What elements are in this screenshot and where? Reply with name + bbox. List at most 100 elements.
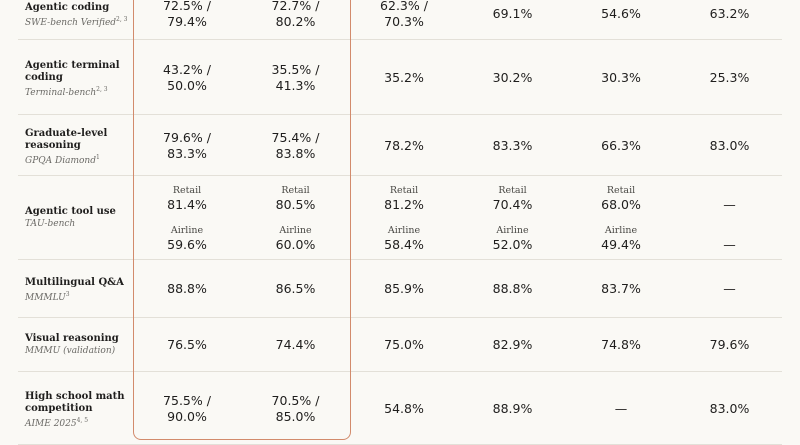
score-cell: 66.3% bbox=[569, 138, 673, 154]
score-cell: 30.2% bbox=[461, 70, 565, 86]
footnote-marker: 2, 3 bbox=[96, 86, 108, 93]
score-value: 35.5% / bbox=[271, 62, 320, 77]
score-value: 88.9% bbox=[492, 401, 533, 416]
benchmark-label: Agentic tool use TAU-bench bbox=[25, 206, 133, 230]
score-cell: 75.0% bbox=[352, 337, 456, 353]
table-row: Agentic terminal coding Terminal-bench2, 3… bbox=[18, 40, 782, 115]
score-value: 86.5% bbox=[275, 281, 316, 296]
benchmark-label: Agentic coding SWE-bench Verified2, 3 bbox=[25, 2, 133, 29]
benchmark-title: reasoning bbox=[25, 140, 81, 151]
score-value: 75.5% / bbox=[163, 393, 211, 408]
score-cell: — bbox=[678, 281, 782, 297]
benchmark-label: Graduate-level reasoning GPQA Diamond1 bbox=[25, 128, 133, 167]
score-cell: 69.1% bbox=[461, 6, 565, 22]
benchmark-name: AIME 20254, 5 bbox=[25, 417, 89, 429]
score-value: 90.0% bbox=[167, 409, 207, 424]
score-value: 74.4% bbox=[275, 337, 316, 352]
score-value: 54.6% bbox=[601, 6, 641, 21]
score-value: 50.0% bbox=[167, 78, 207, 93]
retail-score: 68.0% bbox=[601, 197, 641, 212]
benchmark-label: High school math competition AIME 20254, 5 bbox=[25, 391, 133, 430]
airline-label: Airline bbox=[604, 225, 638, 236]
score-cell: 75.4% /83.8% bbox=[244, 130, 348, 162]
benchmark-title: Multilingual Q&A bbox=[25, 277, 124, 288]
benchmark-label: Agentic terminal coding Terminal-bench2, 3 bbox=[25, 60, 133, 99]
score-value: 79.6% bbox=[709, 337, 750, 352]
score-value: 88.8% bbox=[167, 281, 207, 296]
score-value: 80.2% bbox=[275, 14, 316, 29]
score-cell: 25.3% bbox=[678, 70, 782, 86]
score-value: 83.8% bbox=[275, 146, 316, 161]
score-cell: 54.8% bbox=[352, 401, 456, 417]
benchmark-title: coding bbox=[25, 72, 63, 83]
score-value: 79.6% / bbox=[163, 130, 211, 145]
benchmark-name: MMMLU3 bbox=[25, 291, 70, 303]
score-value: 43.2% / bbox=[163, 62, 211, 77]
score-cell: 72.5% /79.4% bbox=[135, 0, 239, 30]
benchmark-label: Multilingual Q&A MMMLU3 bbox=[25, 277, 133, 304]
score-cell: Retail 81.4% Airline 59.6% bbox=[135, 176, 239, 260]
retail-score: 70.4% bbox=[492, 197, 533, 212]
score-cell: 74.8% bbox=[569, 337, 673, 353]
score-cell: 43.2% /50.0% bbox=[135, 62, 239, 94]
benchmark-label: Visual reasoning MMMU (validation) bbox=[25, 333, 133, 357]
score-cell: 35.5% /41.3% bbox=[244, 62, 348, 94]
score-value: 62.3% / bbox=[380, 0, 428, 13]
score-cell: 83.0% bbox=[678, 138, 782, 154]
score-cell: Retail 80.5% Airline 60.0% bbox=[244, 176, 348, 260]
table-row: Multilingual Q&A MMMLU3 88.8% 86.5% 85.9% 88.… bbox=[18, 260, 782, 318]
retail-label: Retail bbox=[606, 185, 636, 196]
retail-label: Retail bbox=[172, 185, 202, 196]
score-cell: 83.7% bbox=[569, 281, 673, 297]
score-value: 75.0% bbox=[384, 337, 424, 352]
score-value: 41.3% bbox=[275, 78, 316, 93]
retail-label: Retail bbox=[389, 185, 419, 196]
score-cell: 54.6% bbox=[569, 6, 673, 22]
airline-score: — bbox=[723, 237, 736, 252]
retail-label: Retail bbox=[281, 185, 310, 196]
score-value: 82.9% bbox=[492, 337, 533, 352]
score-cell: 88.8% bbox=[461, 281, 565, 297]
score-value: 83.0% bbox=[709, 138, 750, 153]
benchmark-title: competition bbox=[25, 403, 93, 414]
score-value: 83.0% bbox=[709, 401, 750, 416]
retail-score: 81.2% bbox=[384, 197, 424, 212]
score-cell: — — bbox=[678, 176, 782, 260]
score-cell: 82.9% bbox=[461, 337, 565, 353]
score-cell: Retail 70.4% Airline 52.0% bbox=[461, 176, 565, 260]
score-value: — bbox=[723, 281, 736, 296]
airline-score: 59.6% bbox=[167, 237, 207, 252]
table-row: Agentic tool use TAU-bench Retail 81.4% Airl… bbox=[18, 176, 782, 260]
score-value: 74.8% bbox=[601, 337, 641, 352]
score-value: 88.8% bbox=[492, 281, 533, 296]
score-cell: 85.9% bbox=[352, 281, 456, 297]
retail-score: 81.4% bbox=[167, 197, 207, 212]
airline-label: Airline bbox=[279, 225, 312, 236]
footnote-marker: 4, 5 bbox=[76, 417, 89, 424]
score-value: 63.2% bbox=[709, 6, 750, 21]
score-cell: 62.3% /70.3% bbox=[352, 0, 456, 30]
score-cell: 76.5% bbox=[135, 337, 239, 353]
score-value: 25.3% bbox=[709, 70, 750, 85]
airline-score: 52.0% bbox=[492, 237, 533, 252]
score-cell: Retail 68.0% Airline 49.4% bbox=[569, 176, 673, 260]
score-value: — bbox=[614, 401, 628, 416]
airline-score: 60.0% bbox=[275, 237, 316, 252]
score-value: 35.2% bbox=[384, 70, 424, 85]
table-row: High school math competition AIME 20254, 5… bbox=[18, 372, 782, 445]
score-value: 30.2% bbox=[492, 70, 533, 85]
score-value: 69.1% bbox=[492, 6, 533, 21]
score-cell: 70.5% /85.0% bbox=[244, 393, 348, 425]
score-cell: 74.4% bbox=[244, 337, 348, 353]
score-cell: 88.9% bbox=[461, 401, 565, 417]
score-value: 85.0% bbox=[275, 409, 316, 424]
score-value: 54.8% bbox=[384, 401, 424, 416]
airline-label: Airline bbox=[496, 225, 529, 236]
score-cell: 83.3% bbox=[461, 138, 565, 154]
benchmark-name: GPQA Diamond1 bbox=[25, 154, 100, 166]
score-cell: Retail 81.2% Airline 58.4% bbox=[352, 176, 456, 260]
score-value: 70.5% / bbox=[271, 393, 320, 408]
footnote-marker: 3 bbox=[65, 291, 70, 298]
score-value: 66.3% bbox=[601, 138, 641, 153]
benchmark-name: TAU-bench bbox=[25, 219, 76, 229]
